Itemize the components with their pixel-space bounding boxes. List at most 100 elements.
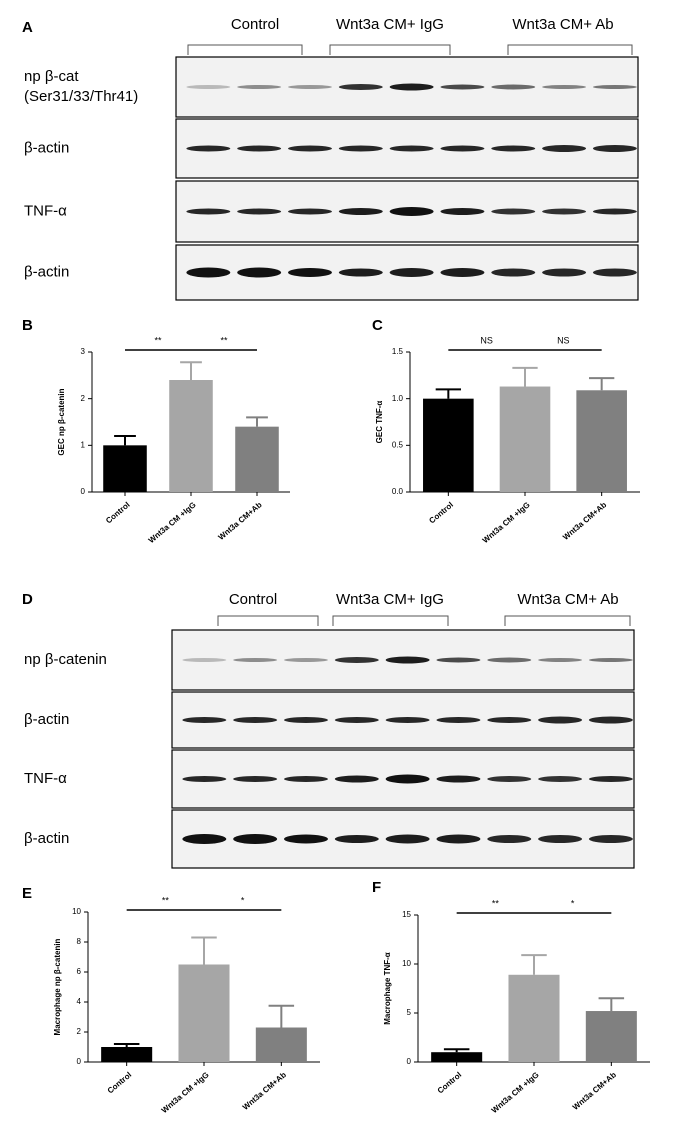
row-label: β-actin (24, 139, 69, 156)
x-tick-label: Wnt3a CM+Ab (241, 1070, 288, 1112)
band (538, 658, 583, 662)
band (287, 268, 332, 277)
row-label: np β-cat (24, 68, 79, 85)
y-axis-label: Macrophage np β-catenin (53, 938, 62, 1035)
y-tick-label: 1 (81, 440, 86, 449)
group-label: Wnt3a CM+ IgG (336, 591, 444, 608)
x-tick-label: Wnt3a CM+Ab (216, 500, 263, 542)
group-label: Control (229, 591, 277, 608)
band (287, 85, 332, 89)
significance-label: ** (162, 895, 170, 905)
band (385, 774, 430, 784)
band (334, 835, 379, 843)
band (334, 775, 379, 783)
band (491, 145, 536, 152)
significance-label: NS (480, 335, 493, 345)
band (237, 85, 282, 89)
band (182, 776, 227, 782)
y-axis-label: Macrophage TNF-α (383, 952, 392, 1025)
band (542, 85, 587, 89)
bracket (329, 44, 451, 55)
band (237, 208, 282, 215)
band (436, 775, 481, 783)
row-label: TNF-α (24, 770, 67, 787)
panel-letter: C (372, 317, 383, 334)
band (542, 208, 587, 215)
band (436, 717, 481, 723)
y-tick-label: 0 (77, 1057, 82, 1066)
band (436, 657, 481, 663)
bar (508, 974, 560, 1062)
panel-letter: D (22, 591, 33, 608)
bar (255, 1027, 307, 1062)
bracket (217, 615, 319, 626)
y-axis-label: GEC np β-catenin (57, 388, 66, 455)
bar (585, 1011, 637, 1062)
x-tick-label: Wnt3a CM+Ab (571, 1070, 618, 1112)
x-tick-label: Control (436, 1070, 464, 1095)
y-tick-label: 3 (81, 347, 86, 356)
row-label: TNF-α (24, 202, 67, 219)
bracket (507, 44, 633, 55)
row-label: (Ser31/33/Thr41) (24, 88, 138, 105)
y-tick-label: 0 (81, 487, 86, 496)
row-label: np β-catenin (24, 651, 107, 668)
band (592, 268, 637, 277)
y-tick-label: 4 (77, 997, 82, 1006)
x-tick-label: Control (427, 500, 455, 525)
band (338, 145, 383, 152)
band (592, 208, 637, 215)
band (592, 145, 637, 152)
significance-label: ** (492, 898, 500, 908)
y-axis-label: GEC TNF-α (375, 401, 384, 444)
band (538, 776, 583, 782)
band (182, 834, 227, 844)
bar (169, 380, 213, 492)
band (542, 268, 587, 277)
bar (235, 426, 279, 492)
bar (101, 1047, 153, 1062)
y-tick-label: 10 (402, 959, 411, 968)
x-tick-label: Wnt3a CM +IgG (160, 1070, 211, 1115)
band (334, 717, 379, 723)
band (542, 145, 587, 152)
panel-letter: F (372, 879, 381, 896)
band (389, 268, 434, 277)
y-tick-label: 2 (81, 394, 86, 403)
band (389, 207, 434, 216)
band (440, 145, 485, 152)
band (233, 834, 278, 844)
band (588, 776, 633, 782)
band (233, 658, 278, 662)
bar (178, 964, 230, 1062)
y-tick-label: 1.0 (392, 394, 404, 403)
y-tick-label: 8 (77, 937, 82, 946)
y-tick-label: 0.0 (392, 487, 404, 496)
band (182, 717, 227, 723)
bar (576, 390, 627, 492)
band (385, 656, 430, 664)
group-label: Wnt3a CM+ Ab (512, 16, 613, 33)
band (338, 84, 383, 90)
band (588, 658, 633, 662)
group-label: Wnt3a CM+ IgG (336, 16, 444, 33)
band (237, 267, 282, 278)
band (385, 834, 430, 844)
panel-letter: B (22, 317, 33, 334)
bracket (504, 615, 631, 626)
panel-letter: A (22, 19, 33, 36)
x-tick-label: Wnt3a CM +IgG (147, 500, 198, 545)
band (186, 145, 231, 152)
row-label: β-actin (24, 711, 69, 728)
group-label: Control (231, 16, 279, 33)
y-tick-label: 0 (407, 1057, 412, 1066)
band (237, 145, 282, 152)
band (440, 208, 485, 215)
x-tick-label: Control (104, 500, 132, 525)
row-label: β-actin (24, 263, 69, 280)
band (338, 268, 383, 277)
x-tick-label: Control (106, 1070, 134, 1095)
band (491, 208, 536, 215)
band (487, 657, 532, 663)
